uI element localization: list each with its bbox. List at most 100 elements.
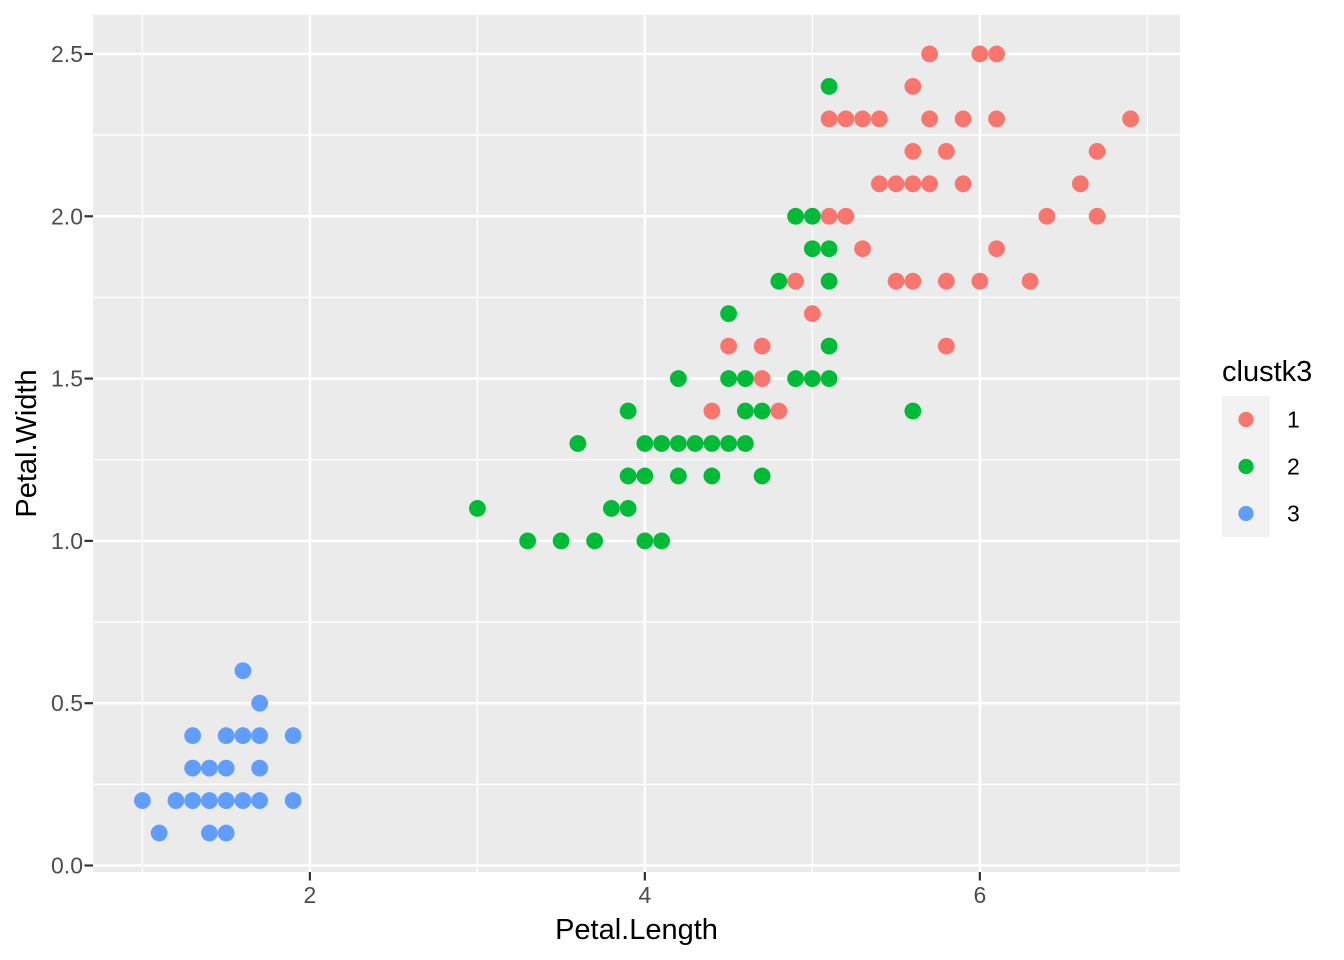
data-point	[820, 370, 838, 387]
data-point	[1122, 110, 1139, 128]
data-point	[736, 370, 754, 387]
data-point	[619, 467, 637, 485]
data-point	[653, 532, 671, 550]
data-point	[703, 467, 721, 485]
data-point	[720, 337, 738, 355]
data-point	[619, 402, 637, 420]
data-point	[753, 467, 771, 485]
data-point	[669, 467, 687, 485]
data-point	[669, 435, 687, 452]
data-point	[971, 272, 989, 290]
axis-tick-labels: 2 4 6 0.0 0.5 1.0 1.5 2.0 2.5	[51, 41, 986, 908]
data-point	[904, 402, 922, 420]
data-point	[1071, 175, 1089, 193]
legend-label: 1	[1287, 407, 1300, 433]
axis-ticks	[84, 52, 981, 881]
data-point	[937, 272, 955, 290]
data-point	[167, 792, 185, 809]
data-point	[988, 110, 1006, 128]
data-point	[251, 727, 269, 745]
data-point	[669, 370, 687, 387]
data-point	[904, 175, 922, 193]
legend-label: 3	[1287, 501, 1300, 527]
data-point	[736, 435, 754, 452]
data-point	[1088, 207, 1106, 225]
data-point	[921, 175, 939, 193]
data-point	[720, 370, 738, 387]
data-point	[636, 435, 654, 452]
data-point	[971, 45, 989, 63]
data-point	[184, 759, 202, 777]
data-point	[686, 435, 704, 452]
data-point	[636, 532, 654, 550]
data-point	[921, 110, 939, 128]
y-axis-title: Petal.Width	[11, 369, 43, 517]
data-point	[201, 759, 218, 777]
data-point	[820, 272, 838, 290]
data-point	[937, 142, 955, 160]
data-point	[954, 175, 972, 193]
data-point	[217, 824, 235, 842]
data-point	[904, 142, 922, 160]
data-point	[184, 792, 202, 809]
data-point	[854, 240, 872, 258]
data-point	[837, 110, 855, 128]
x-axis-title: Petal.Length	[555, 914, 718, 946]
data-point	[234, 792, 252, 809]
data-point	[787, 272, 805, 290]
x-tick-label: 2	[303, 882, 316, 908]
data-point	[753, 337, 771, 355]
data-point	[787, 370, 805, 387]
data-point	[201, 824, 218, 842]
data-point	[837, 207, 855, 225]
data-point	[234, 727, 252, 745]
data-point	[586, 532, 604, 550]
data-point	[803, 305, 821, 323]
y-tick-label: 1.5	[51, 366, 83, 392]
data-point	[854, 110, 872, 128]
data-point	[1088, 142, 1106, 160]
x-tick-label: 6	[973, 882, 986, 908]
legend-label: 2	[1287, 454, 1300, 480]
data-point	[519, 532, 537, 550]
data-point	[653, 435, 671, 452]
data-point	[251, 694, 269, 712]
y-tick-label: 0.5	[51, 690, 83, 716]
data-point	[284, 792, 302, 809]
data-point	[201, 792, 218, 809]
data-point	[720, 435, 738, 452]
legend-point-icon	[1238, 505, 1254, 522]
y-tick-label: 1.0	[51, 528, 83, 554]
data-point	[770, 402, 788, 420]
data-point	[468, 500, 486, 517]
legend-title: clustk3	[1222, 356, 1312, 388]
data-point	[887, 272, 905, 290]
data-point	[753, 402, 771, 420]
data-point	[904, 272, 922, 290]
data-point	[217, 727, 235, 745]
data-point	[736, 402, 754, 420]
data-point	[820, 110, 838, 128]
data-point	[619, 500, 637, 517]
data-point	[887, 175, 905, 193]
data-point	[820, 207, 838, 225]
data-point	[636, 467, 654, 485]
data-point	[720, 305, 738, 323]
data-point	[251, 792, 269, 809]
data-point	[753, 370, 771, 387]
data-point	[150, 824, 168, 842]
data-point	[787, 207, 805, 225]
data-point	[251, 759, 269, 777]
data-point	[703, 435, 721, 452]
data-point	[820, 240, 838, 258]
data-point	[803, 207, 821, 225]
y-tick-label: 2.5	[51, 41, 83, 67]
data-point	[921, 45, 939, 63]
data-point	[820, 337, 838, 355]
data-point	[904, 78, 922, 95]
data-point	[770, 272, 788, 290]
data-point	[803, 240, 821, 258]
data-point	[602, 500, 620, 517]
data-point	[870, 110, 888, 128]
